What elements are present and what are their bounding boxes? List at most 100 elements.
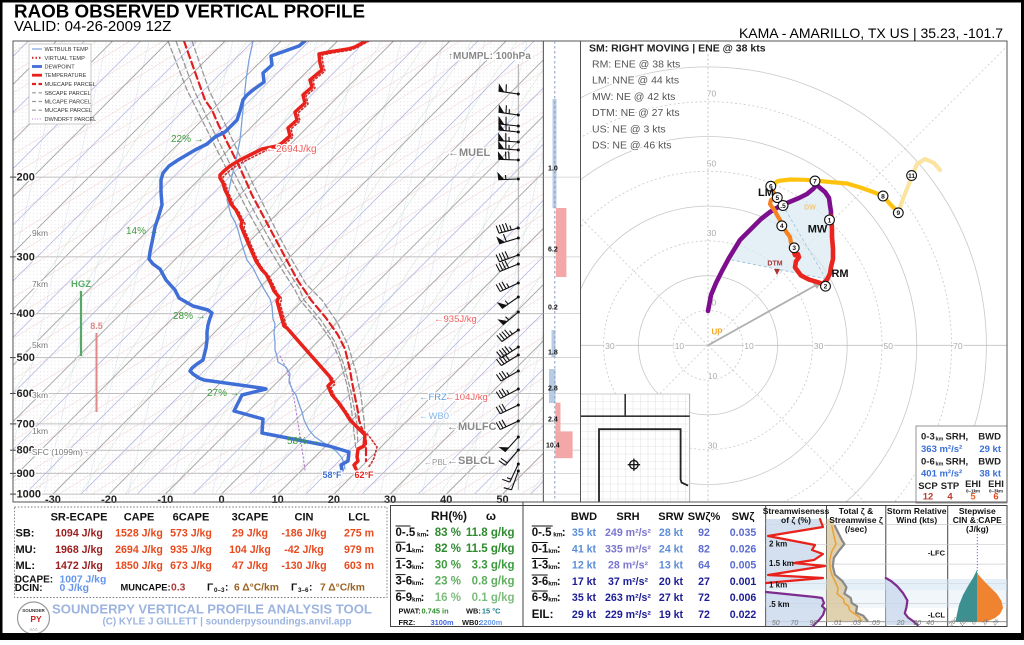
svg-text:263 m²/s²: 263 m²/s² [605, 592, 651, 604]
svg-text::: : [421, 576, 425, 588]
svg-text::: : [426, 527, 430, 539]
svg-text:3100m: 3100m [431, 618, 454, 627]
svg-text:229 m²/s²: 229 m²/s² [605, 609, 651, 621]
svg-text:0-.5: 0-.5 [532, 527, 552, 539]
svg-text:3–6: 3–6 [298, 587, 309, 594]
svg-text:30 %: 30 % [435, 559, 461, 571]
svg-text:20: 20 [328, 494, 340, 506]
svg-text:FRZ:: FRZ: [399, 618, 416, 627]
svg-text:-LFC: -LFC [928, 549, 946, 558]
svg-text:TEMPERATURE: TEMPERATURE [45, 73, 87, 79]
svg-text:RM: RM [831, 268, 848, 280]
svg-text:KAMA - AMARILLO, TX US | 35.23: KAMA - AMARILLO, TX US | 35.23, -101.7 [739, 25, 1003, 41]
svg-text:5km: 5km [32, 340, 48, 350]
svg-text:WETBULB TEMP: WETBULB TEMP [45, 47, 89, 53]
svg-text:6.2: 6.2 [548, 247, 558, 254]
svg-text:SRH,: SRH, [946, 457, 969, 468]
svg-text:0.1 g/kg: 0.1 g/kg [472, 592, 515, 604]
svg-text:Γ: Γ [291, 583, 298, 594]
svg-text:SM: RIGHT MOVING | ENE @ 38 kt: SM: RIGHT MOVING | ENE @ 38 kts [589, 43, 766, 55]
svg-text:90: 90 [810, 620, 818, 627]
svg-text:VIRTUAL TEMP: VIRTUAL TEMP [45, 56, 86, 62]
svg-text:28 m²/s²: 28 m²/s² [608, 560, 649, 572]
svg-text:MW: MW [808, 224, 828, 236]
svg-text:82: 82 [698, 544, 710, 556]
svg-text:58°F: 58°F [322, 470, 342, 480]
svg-text:DWNDRFT PARCEL: DWNDRFT PARCEL [45, 117, 97, 123]
svg-text:←2694J/kg: ←2694J/kg [266, 144, 317, 155]
svg-text:275 m: 275 m [344, 528, 374, 540]
svg-text:29 kt: 29 kt [572, 609, 597, 621]
svg-text:41 kt: 41 kt [572, 544, 597, 556]
svg-text:1.5 km: 1.5 km [769, 559, 794, 568]
svg-text:83 %: 83 % [435, 527, 461, 539]
svg-text:SRH: SRH [616, 511, 639, 523]
svg-text:3: 3 [792, 245, 796, 252]
svg-text:RM: ENE @ 38 kts: RM: ENE @ 38 kts [592, 59, 680, 71]
svg-text:28 kt: 28 kt [659, 527, 684, 539]
svg-text:30: 30 [814, 341, 824, 351]
svg-text:0.006: 0.006 [730, 592, 757, 604]
svg-text:1 km: 1 km [769, 581, 787, 590]
svg-text:29 J/kg: 29 J/kg [232, 528, 268, 540]
svg-text:935 J/kg: 935 J/kg [170, 544, 212, 556]
svg-text::: : [421, 543, 425, 555]
svg-text:US: NE @ 3 kts: US: NE @ 3 kts [592, 123, 666, 135]
svg-text:-10: -10 [157, 494, 173, 506]
svg-text:1-3: 1-3 [532, 560, 549, 572]
svg-text:27% →: 27% → [207, 388, 240, 399]
svg-text:573 J/kg: 573 J/kg [170, 528, 212, 540]
svg-text:0 J/kg: 0 J/kg [60, 583, 89, 594]
svg-text:30: 30 [708, 441, 718, 451]
svg-text:(J/kg): (J/kg) [966, 524, 989, 534]
svg-text:15 °C: 15 °C [482, 607, 501, 616]
svg-text:2: 2 [824, 284, 828, 291]
svg-text:MUECAPE PARCEL: MUECAPE PARCEL [45, 82, 96, 88]
svg-text:0.2: 0.2 [548, 305, 558, 312]
svg-text:DEWPOINT: DEWPOINT [45, 65, 76, 71]
svg-text:6: 6 [993, 492, 998, 503]
svg-text:SWζ: SWζ [732, 511, 755, 523]
svg-text:-20: -20 [101, 494, 117, 506]
svg-text:6-9: 6-9 [532, 592, 549, 604]
svg-text:SOUNDERPY VERTICAL PROFILE ANA: SOUNDERPY VERTICAL PROFILE ANALYSIS TOOL [52, 602, 372, 617]
svg-text:SBCAPE PARCEL: SBCAPE PARCEL [45, 91, 91, 97]
svg-text:72: 72 [698, 609, 710, 621]
svg-text:Wind (kts): Wind (kts) [896, 515, 937, 525]
svg-text:1850 J/kg: 1850 J/kg [115, 560, 163, 572]
svg-text:9km: 9km [32, 228, 48, 238]
svg-text:0.026: 0.026 [730, 544, 757, 556]
svg-text:14% →: 14% → [126, 226, 159, 237]
svg-text::: : [557, 592, 561, 604]
svg-text:SCP: SCP [918, 481, 938, 492]
svg-text:19 kt: 19 kt [659, 609, 684, 621]
svg-text:PWAT:: PWAT: [399, 607, 421, 616]
svg-text:20 kt: 20 kt [659, 576, 684, 588]
svg-text:0-3: 0-3 [921, 432, 935, 443]
svg-text:3.3 g/kg: 3.3 g/kg [472, 559, 515, 571]
svg-text:7 Δ°C/km: 7 Δ°C/km [320, 583, 365, 594]
svg-text:29 kt: 29 kt [979, 444, 1001, 455]
svg-text:7: 7 [813, 178, 817, 185]
svg-text:VALID: 04-26-2009 12Z: VALID: 04-26-2009 12Z [14, 18, 171, 35]
svg-text::: : [309, 583, 312, 594]
svg-text:400: 400 [17, 308, 35, 320]
svg-text:HGZ: HGZ [71, 279, 91, 290]
svg-text:10: 10 [675, 341, 685, 351]
svg-text::: : [562, 527, 566, 539]
svg-text:LCL: LCL [348, 512, 370, 524]
svg-text:200: 200 [17, 172, 35, 184]
svg-text:12: 12 [923, 492, 934, 503]
svg-text:-42 J/kg: -42 J/kg [284, 544, 323, 556]
svg-text:1000: 1000 [17, 489, 41, 501]
svg-text:11: 11 [908, 173, 915, 180]
svg-text:-130 J/kg: -130 J/kg [281, 560, 326, 572]
svg-text:673 J/kg: 673 J/kg [170, 560, 212, 572]
svg-text:35 kt: 35 kt [572, 527, 597, 539]
svg-text:←MUEL: ←MUEL [448, 147, 490, 159]
svg-text:↑MUMPL: 100hPa: ↑MUMPL: 100hPa [448, 51, 531, 62]
svg-text:603 m: 603 m [344, 560, 374, 572]
svg-text:22% →: 22% → [171, 134, 204, 145]
svg-text:0.022: 0.022 [730, 609, 757, 621]
svg-text:.5: .5 [780, 203, 786, 210]
